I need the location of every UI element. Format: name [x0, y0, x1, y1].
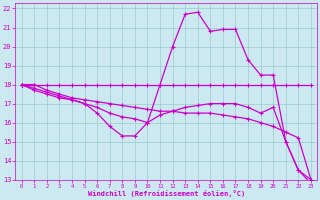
X-axis label: Windchill (Refroidissement éolien,°C): Windchill (Refroidissement éolien,°C) [88, 190, 245, 197]
